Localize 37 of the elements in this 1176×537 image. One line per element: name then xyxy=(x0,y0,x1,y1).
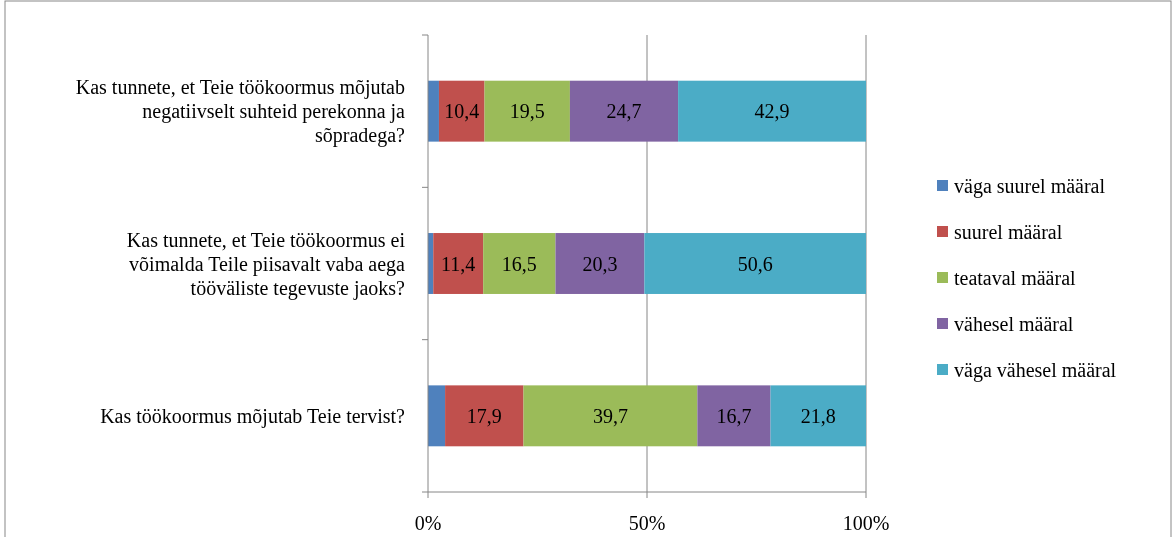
legend-label: suurel määral xyxy=(954,221,1063,243)
data-label: 21,8 xyxy=(800,404,836,427)
bar xyxy=(644,233,866,294)
data-label: 50,6 xyxy=(737,252,773,275)
data-label: 39,7 xyxy=(592,404,628,427)
data-label: 19,5 xyxy=(509,100,545,123)
bar xyxy=(678,80,866,142)
legend-label: väga vähesel määral xyxy=(954,359,1117,382)
x-tick-label: 50% xyxy=(628,512,666,534)
data-label: 42,9 xyxy=(754,100,790,123)
data-label: 20,3 xyxy=(582,252,618,275)
bar xyxy=(445,385,524,447)
data-label: 11,4 xyxy=(441,252,476,275)
x-tick-label: 100% xyxy=(842,512,890,534)
data-label: 16,7 xyxy=(716,404,752,427)
y-tick-label: Kas töökoormus mõjutab Teie tervist? xyxy=(100,404,406,428)
bar xyxy=(555,233,645,294)
data-label: 16,5 xyxy=(501,252,537,275)
x-tick-label: 0% xyxy=(414,512,442,534)
legend-label: vähesel määral xyxy=(954,313,1074,335)
bar xyxy=(697,385,771,447)
bar xyxy=(428,385,446,447)
y-tick-label: Kas tunnete, et Teie töökoormus ei võimalda Teile piisavalt vaba aega tööväliste tegevuste jaoks? xyxy=(126,228,406,300)
bar xyxy=(484,80,570,142)
bar xyxy=(770,385,866,447)
data-label: 17,9 xyxy=(466,404,502,427)
bar xyxy=(569,80,679,142)
bar xyxy=(438,80,485,142)
bar xyxy=(523,385,698,447)
data-label: 10,4 xyxy=(444,100,480,123)
bar xyxy=(433,233,484,294)
bar xyxy=(428,80,439,142)
legend-label: teataval määral xyxy=(954,267,1077,289)
data-label: 24,7 xyxy=(606,100,642,123)
y-tick-label: Kas tunnete, et Teie töökoormus mõjutab negatiivselt suhteid perekonna ja sõpradega? xyxy=(75,76,406,148)
bar xyxy=(483,233,556,294)
legend-label: väga suurel määral xyxy=(954,175,1106,198)
